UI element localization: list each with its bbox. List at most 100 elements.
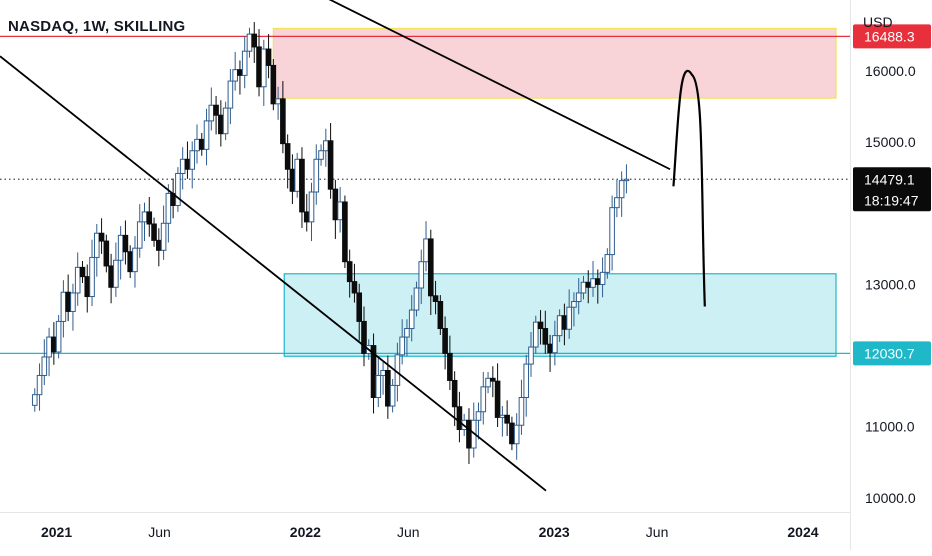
candle-body (294, 158, 300, 192)
time-axis[interactable]: 2021 Jun 2022 Jun 2023 Jun 2024 (0, 512, 850, 551)
candle (380, 361, 386, 395)
candle (575, 278, 582, 315)
candle-body (389, 384, 396, 407)
candle-body (485, 377, 491, 388)
candle (490, 366, 496, 398)
cyan-level-badge: 12030.7 (853, 341, 931, 366)
candle-body (518, 397, 525, 426)
trendline (328, 0, 671, 171)
time-tick-label: Jun (148, 524, 171, 540)
candle (36, 363, 43, 411)
candle (351, 263, 358, 303)
candle (537, 310, 544, 345)
candle-body (289, 168, 296, 192)
candle (227, 68, 234, 125)
candle (284, 134, 291, 189)
candle-body (313, 158, 320, 193)
candle-body (561, 315, 568, 330)
candle (93, 224, 100, 277)
candle-body (36, 374, 43, 396)
candle-body (423, 238, 429, 263)
candle-body (222, 107, 229, 135)
candle-body (251, 33, 258, 48)
trendline (0, 55, 547, 492)
candle-body (337, 201, 343, 221)
candle (156, 228, 162, 267)
candle-body (499, 414, 506, 418)
candle-body (184, 158, 191, 170)
candle (532, 315, 539, 354)
candle (370, 333, 377, 414)
candle (470, 402, 477, 458)
countdown-text: 18:19:47 (864, 192, 919, 208)
candle-body (542, 328, 549, 345)
price-tick-label: 16000.0 (865, 63, 916, 79)
candle-body (237, 69, 243, 76)
candle (136, 204, 143, 258)
candlestick-chart[interactable] (0, 0, 850, 512)
candle-body (323, 140, 329, 152)
candle (327, 123, 334, 199)
candle-body (70, 292, 76, 312)
price-axis[interactable]: 16000.0 15000.0 13000.0 11000.0 10000.0 16488… (850, 0, 932, 550)
candle-body (513, 424, 520, 445)
candle (256, 29, 262, 97)
candle (241, 36, 248, 89)
candle (618, 171, 625, 217)
candle (346, 249, 353, 298)
candle-body (547, 343, 553, 354)
candle (189, 141, 196, 189)
candle-body (299, 158, 305, 213)
currency-label[interactable]: USD (863, 14, 893, 30)
candle-body (260, 48, 267, 88)
candle (70, 283, 76, 331)
candle-body (456, 406, 463, 431)
candle-body (198, 138, 205, 150)
candle-body (556, 315, 563, 337)
candle (408, 295, 415, 342)
candle (332, 179, 339, 239)
candle (418, 249, 425, 304)
candle-body (480, 386, 487, 413)
candle (494, 363, 501, 428)
red-level-badge: 16488.3 (853, 24, 931, 49)
candle-body (594, 278, 601, 285)
candle-body (580, 281, 587, 294)
candle (623, 164, 630, 194)
candle (46, 327, 52, 377)
candle (599, 257, 606, 298)
candle (323, 128, 329, 167)
candle-body (623, 178, 630, 182)
candle (218, 100, 224, 147)
candle-body (122, 234, 129, 253)
candle-body (189, 150, 196, 170)
candle (399, 319, 405, 365)
candle-body (575, 292, 582, 303)
price-tick-label: 13000.0 (865, 276, 916, 292)
candle (451, 371, 458, 426)
candle-body (132, 247, 138, 273)
candle (361, 306, 367, 367)
candle (132, 236, 138, 288)
candle-body (31, 394, 38, 406)
candle (447, 335, 453, 391)
candle-body (280, 98, 286, 145)
candle (65, 274, 71, 322)
current-price-badge-text: 14479.1 (864, 171, 915, 187)
candle (466, 408, 472, 464)
candle-body (375, 374, 382, 399)
candle-body (51, 336, 57, 353)
candle-body (194, 138, 200, 152)
candle-body (241, 50, 248, 76)
candle (609, 195, 615, 271)
time-tick-label: Jun (646, 524, 669, 540)
candle (270, 59, 277, 111)
candle-body (346, 261, 353, 283)
price-tick-label: 11000.0 (865, 419, 915, 435)
candle (203, 108, 210, 166)
candle (404, 319, 410, 357)
candle-body (413, 287, 420, 311)
chart-plot-area[interactable] (0, 0, 850, 512)
candle (31, 388, 38, 412)
candle-body (93, 232, 100, 258)
